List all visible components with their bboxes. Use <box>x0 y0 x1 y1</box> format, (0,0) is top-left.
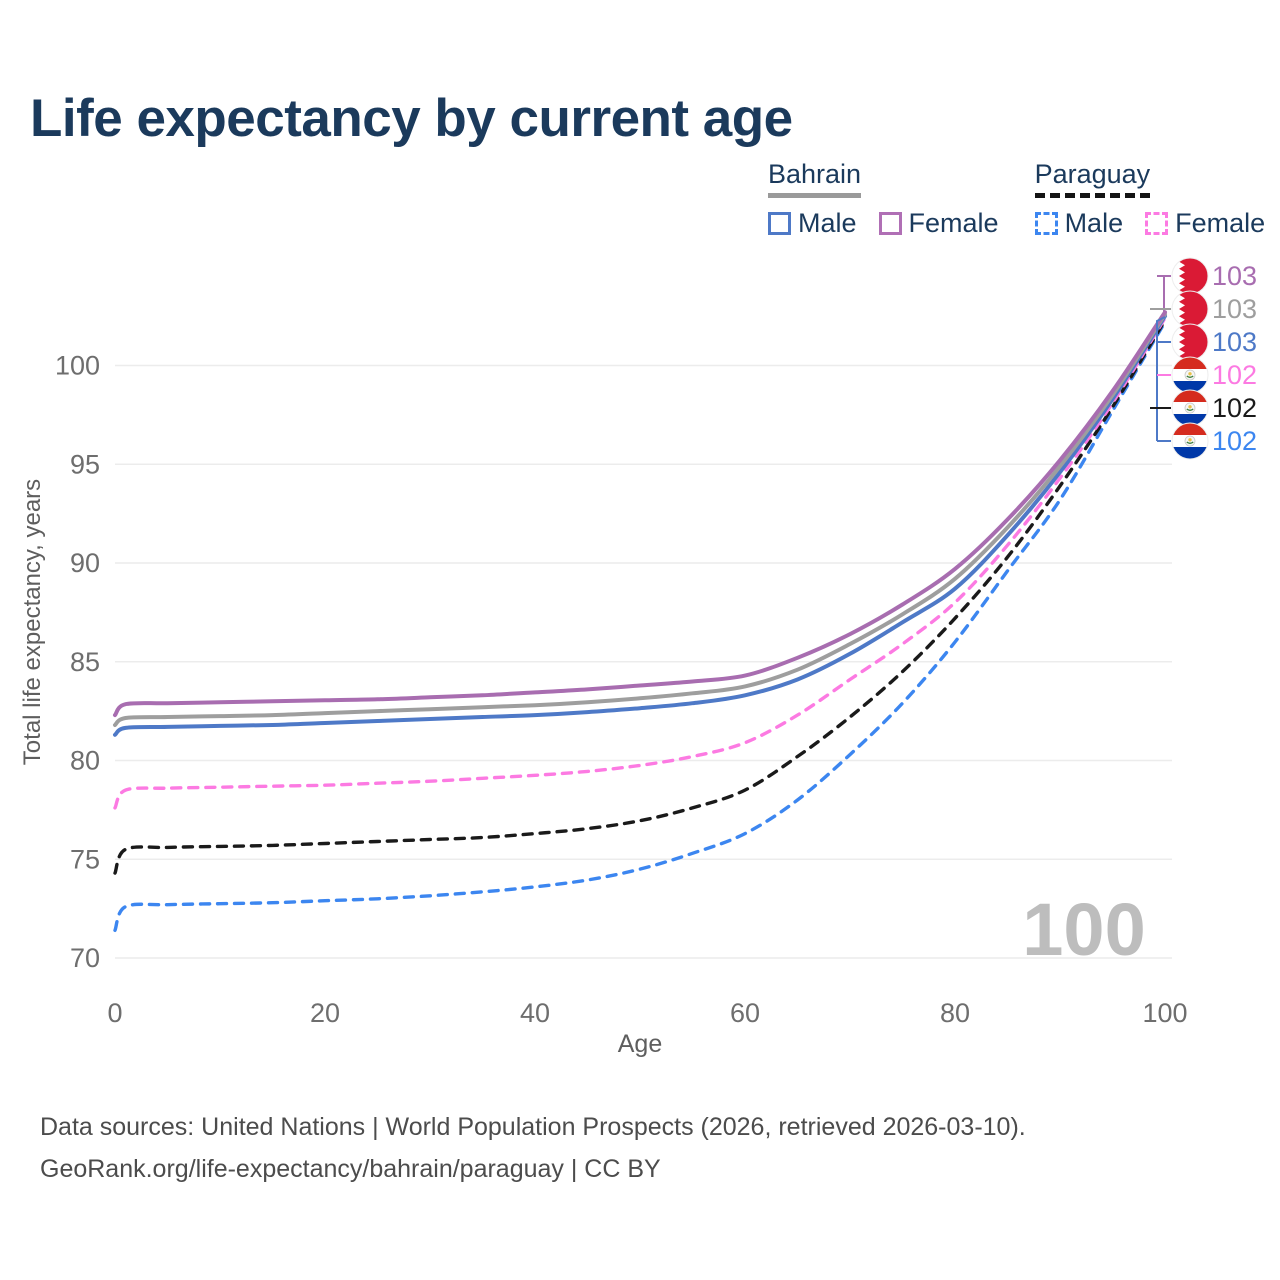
legend-country-bahrain[interactable]: Bahrain <box>768 159 862 198</box>
series-line-bahrain-both-sexes <box>113 312 1167 727</box>
end-value-paraguay-female: 102 <box>1212 360 1257 390</box>
y-tick-80: 80 <box>70 746 100 776</box>
footer: Data sources: United Nations | World Pop… <box>40 1106 1026 1190</box>
chart-legend: Bahrain Male Female Paraguay Male Female <box>768 159 1265 239</box>
series-line-bahrain-female <box>113 310 1167 718</box>
y-tick-90: 90 <box>70 548 100 578</box>
series-line-bahrain-male <box>113 314 1167 737</box>
legend-item-paraguay-female[interactable]: Female <box>1145 208 1265 239</box>
legend-swatch-male-icon <box>768 211 791 235</box>
footer-attribution: GeoRank.org/life-expectancy/bahrain/para… <box>40 1155 661 1183</box>
legend-item-bahrain-female[interactable]: Female <box>878 207 999 239</box>
footer-data-sources: Data sources: United Nations | World Pop… <box>40 1113 1026 1141</box>
end-value-bahrain-male: 103 <box>1212 327 1257 357</box>
legend-group-paraguay: Paraguay Male Female <box>1034 159 1265 239</box>
end-value-paraguay-both-sexes: 102 <box>1212 393 1257 423</box>
legend-item-bahrain-male[interactable]: Male <box>768 208 857 239</box>
y-tick-70: 70 <box>70 943 100 973</box>
x-tick-80: 80 <box>940 998 970 1028</box>
series-line-paraguay-both-sexes <box>113 318 1167 875</box>
x-tick-0: 0 <box>107 998 122 1028</box>
legend-label: Female <box>1175 207 1266 238</box>
paraguay-flag-icon <box>1171 356 1209 394</box>
age-watermark: 100 <box>1022 888 1145 971</box>
legend-group-bahrain: Bahrain Male Female <box>768 159 999 239</box>
page-title: Life expectancy by current age <box>30 89 793 148</box>
legend-country-paraguay[interactable]: Paraguay <box>1034 159 1151 198</box>
series-line-paraguay-male <box>113 320 1167 932</box>
y-tick-85: 85 <box>70 647 100 677</box>
x-tick-20: 20 <box>310 998 340 1028</box>
paraguay-flag-icon <box>1171 389 1209 427</box>
bahrain-flag-icon <box>1171 323 1209 361</box>
end-label-leader <box>1157 275 1171 312</box>
x-tick-60: 60 <box>730 998 760 1028</box>
end-label-leader <box>1156 316 1171 442</box>
end-value-bahrain-female: 103 <box>1212 261 1257 291</box>
paraguay-flag-icon <box>1171 422 1209 460</box>
bahrain-flag-icon <box>1171 290 1209 328</box>
end-value-bahrain-both-sexes: 103 <box>1212 294 1257 324</box>
legend-label: Male <box>1064 207 1124 238</box>
legend-label: Female <box>908 207 999 238</box>
x-axis-label: Age <box>618 1030 662 1058</box>
bahrain-flag-icon <box>1171 257 1209 295</box>
y-tick-95: 95 <box>70 449 100 479</box>
legend-swatch-female-icon <box>1145 211 1169 235</box>
legend-swatch-male-icon <box>1034 211 1058 235</box>
legend-item-paraguay-male[interactable]: Male <box>1034 207 1124 239</box>
legend-label: Male <box>798 207 857 238</box>
legend-swatch-female-icon <box>878 211 902 235</box>
x-tick-100: 100 <box>1142 998 1187 1028</box>
y-tick-75: 75 <box>70 844 100 874</box>
end-value-paraguay-male: 102 <box>1212 426 1257 456</box>
x-tick-40: 40 <box>520 998 550 1028</box>
y-tick-100: 100 <box>55 351 100 381</box>
series-line-paraguay-female <box>113 316 1167 810</box>
